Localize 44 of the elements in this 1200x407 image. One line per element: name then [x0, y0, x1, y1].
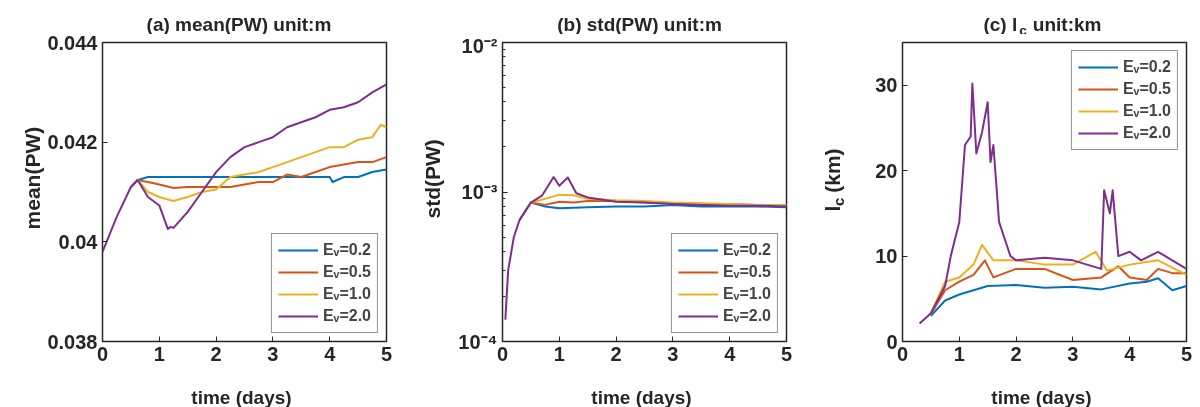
y-tick-label: 10⁻³ [461, 181, 498, 203]
legend-label: Eᵥ=1.0 [722, 285, 771, 303]
y-tick-label: 20 [875, 159, 898, 182]
x-tick-label: 5 [380, 342, 393, 365]
x-tick-label: 5 [1180, 342, 1193, 365]
x-tick-label: 1 [953, 342, 965, 365]
legend-label: Eᵥ=0.5 [722, 263, 771, 281]
y-tick-label: 10⁻⁴ [458, 330, 498, 353]
line-series [929, 259, 1187, 316]
legend-label: Eᵥ=0.2 [722, 241, 771, 259]
y-tick-label: 0.044 [47, 31, 99, 54]
y-tick-label: 0.038 [47, 330, 98, 353]
legend-label: Eᵥ=2.0 [722, 307, 771, 325]
legend-label: Eᵥ=0.5 [322, 263, 371, 281]
line-series [918, 82, 1187, 325]
x-tick-label: 3 [667, 342, 679, 365]
x-tick-label: 2 [210, 342, 222, 365]
legend-label: Eᵥ=2.0 [322, 307, 371, 325]
x-tick-label: 4 [724, 342, 737, 365]
y-tick-label: 30 [875, 74, 898, 97]
x-tick-label: 4 [1124, 342, 1137, 365]
legend-label: Eᵥ=1.0 [1122, 102, 1171, 120]
x-tick-label: 1 [553, 342, 565, 365]
line-series [504, 175, 787, 321]
x-tick-label: 4 [324, 342, 337, 365]
x-tick-label: 1 [153, 342, 165, 365]
legend-label: Eᵥ=0.2 [322, 241, 371, 259]
y-axis-title: mean(PW) [21, 126, 44, 230]
x-tick-label: 5 [780, 342, 793, 365]
x-tick-label: 2 [1010, 342, 1022, 365]
x-tick-label: 3 [1067, 342, 1079, 365]
legend-label: Eᵥ=2.0 [1122, 124, 1171, 142]
y-tick-label: 10⁻² [461, 34, 498, 57]
line-series [929, 277, 1187, 317]
x-tick-label: 3 [267, 342, 279, 365]
x-tick-label: 2 [610, 342, 622, 365]
y-tick-label: 10 [875, 245, 898, 268]
y-axis-title: lc (km) [821, 148, 848, 212]
y-tick-label: 0.04 [58, 230, 99, 253]
y-axis-title: std(PW) [421, 139, 444, 219]
legend-label: Eᵥ=0.2 [1122, 58, 1171, 76]
y-tick-label: 0.042 [47, 131, 98, 154]
legend-label: Eᵥ=1.0 [322, 285, 371, 303]
legend-label: Eᵥ=0.5 [1122, 80, 1171, 98]
